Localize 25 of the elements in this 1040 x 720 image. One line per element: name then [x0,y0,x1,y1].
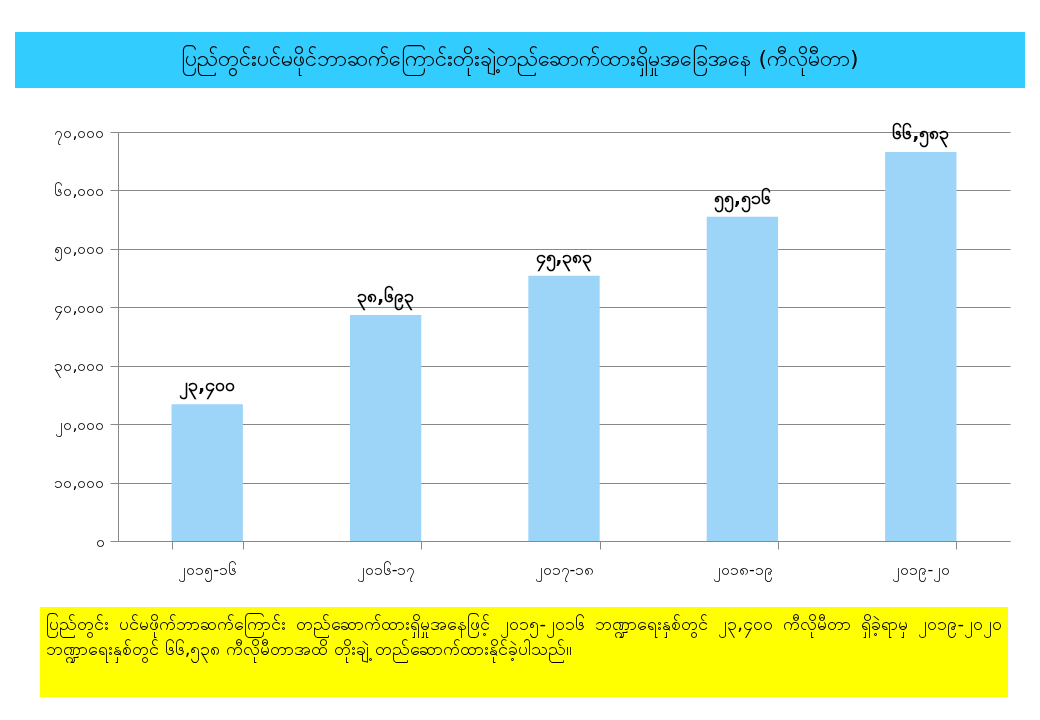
y-tick-label: ၇၀,၀၀၀ [54,122,105,145]
y-tick-label: ၀ [95,531,105,551]
data-label: ၆၆,၅၈၃ [892,121,950,148]
y-tick-label: ၅၀,၀၀၀ [54,239,105,262]
data-label: ၄၅,၃၈၃ [535,245,593,272]
bar [706,216,779,541]
y-tick-label: ၂၀,၀၀၀ [55,414,105,437]
bar [885,151,957,541]
data-label: ၅၅,၅၁၆ [713,186,771,213]
data-label: ၂၃,၄၀၀ [179,374,236,401]
data-label: ၃၈,၆၉၃ [357,284,415,311]
x-tick-label: ၂၀၁၇-၁၈ [534,559,595,582]
bar [349,314,422,541]
x-tick-label: ၂၀၁၅-၁၆ [178,559,238,582]
y-tick-label: ၄၀,၀၀၀ [54,297,105,320]
y-tick-label: ၁၀,၀၀၀ [54,473,105,493]
chart-title: ပြည်တွင်းပင်မဖိုင်ဘာဆက်ကြောင်းတိုးချဲ့တည်ဆောက်ထားရှိမှုအခြေအနေ (ကီလိုမီတာ) [15,32,1025,88]
bar [528,275,600,541]
x-tick-label: ၂၀၁၈-၁၉ [713,559,773,582]
y-tick-label: ၃၀,၀၀၀ [54,356,105,379]
x-tick-label: ၂၀၁၉-၂၀ [892,559,951,582]
y-tick-label: ၆၀,၀၀၀ [54,180,105,200]
x-tick-label: ၂၀၁၆-၁၇ [356,559,416,582]
text: ပြည်တွင်း ပင်မဖိုက်ဘာဆက်ကြောင်း တည်ဆောက်ထားရှိမှုအနေဖြင့် ၂၀၁၅-၂၀၁၆ ဘဏ္ဍာရေးနှစ်တွင် ၂၃,၄၀၀ ကီလိုမီတာ ရှိခဲ့ရာမှ ၂၀၁၉-၂၀၂၀ ဘဏ္ဍာရေးနှစ်တွင် ၆၆,၅၃၈ ကီလိုမီတာအထိ တိုးချဲ့ တည်ဆောက်ထားနိုင်ခဲ့ပါသည်။ [40,607,1008,697]
bar [171,404,243,541]
